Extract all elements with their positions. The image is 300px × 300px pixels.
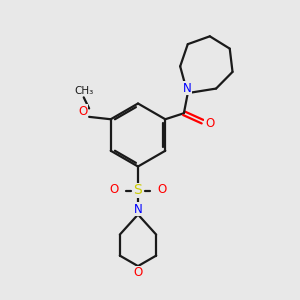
Text: O: O	[110, 183, 118, 196]
Text: N: N	[134, 202, 142, 216]
Text: O: O	[205, 117, 214, 130]
Text: O: O	[78, 105, 87, 118]
Text: O: O	[158, 183, 166, 196]
Text: CH₃: CH₃	[74, 86, 93, 96]
Text: S: S	[134, 184, 142, 197]
Text: N: N	[183, 82, 192, 94]
Text: O: O	[134, 266, 142, 279]
